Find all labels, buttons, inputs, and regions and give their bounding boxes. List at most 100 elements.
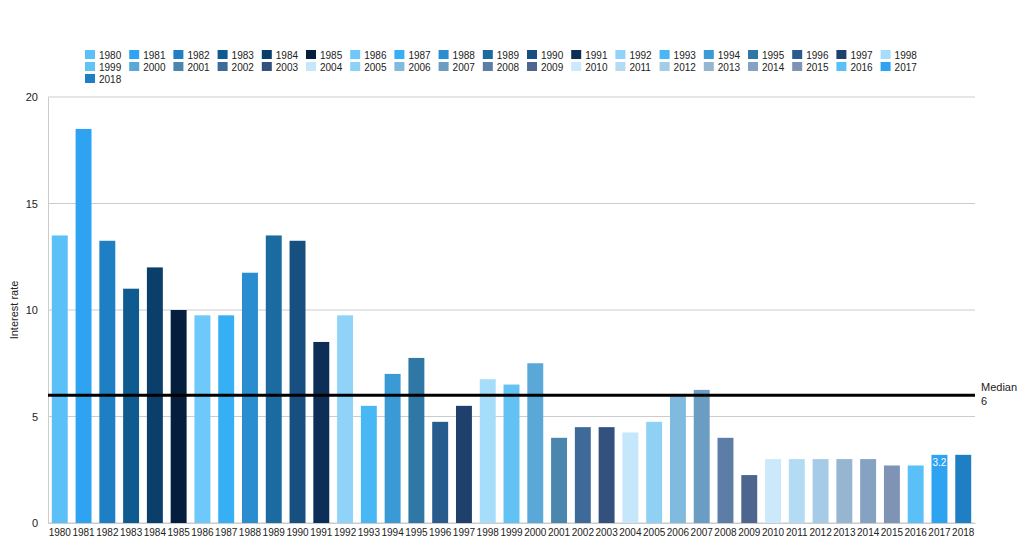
legend-item: 1981 <box>129 50 166 61</box>
legend-swatch <box>173 50 183 59</box>
x-tick: 2011 <box>786 523 808 538</box>
legend-item: 2002 <box>218 62 255 73</box>
bar <box>171 310 187 523</box>
x-tick: 1982 <box>96 523 119 538</box>
legend-swatch <box>615 62 625 71</box>
legend-label: 1988 <box>453 50 476 61</box>
legend-item: 2004 <box>306 62 343 73</box>
x-tick: 1999 <box>500 523 523 538</box>
x-tick: 1983 <box>120 523 143 538</box>
y-tick: 5 <box>32 411 48 423</box>
legend-item: 1982 <box>173 50 210 61</box>
legend-label: 1984 <box>276 50 299 61</box>
x-tick: 2017 <box>928 523 951 538</box>
grid-line <box>48 203 975 204</box>
legend-swatch <box>704 50 714 59</box>
bar <box>218 315 234 523</box>
x-tick: 1997 <box>453 523 476 538</box>
bar <box>313 342 329 523</box>
bar <box>242 273 258 523</box>
x-tick: 2014 <box>857 523 880 538</box>
x-tick-label: 2011 <box>786 527 808 538</box>
x-tick-label: 1984 <box>144 527 167 538</box>
bar <box>575 427 591 523</box>
legend-swatch <box>218 50 228 59</box>
legend-item: 1996 <box>792 50 829 61</box>
bar <box>646 422 662 523</box>
x-tick: 1984 <box>144 523 167 538</box>
legend-swatch <box>792 62 802 71</box>
legend-swatch <box>527 62 537 71</box>
bar <box>76 129 92 523</box>
legend-label: 2009 <box>541 62 564 73</box>
x-tick-label: 2001 <box>548 527 571 538</box>
median-line <box>48 394 975 397</box>
legend-swatch <box>350 50 360 59</box>
x-tick: 2016 <box>905 523 928 538</box>
y-tick: 15 <box>26 198 48 210</box>
y-axis: 05101520 <box>26 91 49 529</box>
legend-swatch <box>660 62 670 71</box>
legend-swatch <box>792 50 802 59</box>
bar <box>599 427 615 523</box>
bar <box>266 235 282 523</box>
x-tick-label: 1997 <box>453 527 476 538</box>
x-tick: 1996 <box>429 523 452 538</box>
x-tick-label: 1989 <box>263 527 286 538</box>
legend-label: 2010 <box>585 62 608 73</box>
x-tick-label: 2002 <box>572 527 595 538</box>
x-tick: 1995 <box>405 523 428 538</box>
x-tick-label: 1987 <box>215 527 238 538</box>
legend-swatch <box>836 62 846 71</box>
x-tick-label: 1996 <box>429 527 452 538</box>
bar <box>99 241 115 523</box>
y-tick: 0 <box>32 517 48 529</box>
legend-item: 2010 <box>571 62 608 73</box>
legend-swatch <box>571 62 581 71</box>
x-tick-label: 2015 <box>881 527 904 538</box>
data-labels: 3.2 <box>933 457 947 468</box>
grid-line <box>48 97 975 98</box>
legend-swatch <box>262 62 272 71</box>
legend-label: 1999 <box>99 62 122 73</box>
bar <box>527 363 543 523</box>
legend-item: 1997 <box>836 50 873 61</box>
legend-item: 1986 <box>350 50 387 61</box>
legend-item: 1989 <box>483 50 520 61</box>
x-tick: 2007 <box>691 523 714 538</box>
x-tick: 1994 <box>381 523 404 538</box>
bar <box>551 438 567 523</box>
legend-item: 2001 <box>173 62 210 73</box>
legend-label: 1998 <box>895 50 918 61</box>
bar <box>836 459 852 523</box>
legend-swatch <box>394 50 404 59</box>
legend-item: 1992 <box>615 50 652 61</box>
legend-label: 2013 <box>718 62 741 73</box>
legend-label: 1992 <box>629 50 652 61</box>
x-tick: 2008 <box>714 523 737 538</box>
legend-swatch <box>85 62 95 71</box>
x-tick: 2002 <box>572 523 595 538</box>
legend-item: 2009 <box>527 62 564 73</box>
x-tick: 1988 <box>239 523 262 538</box>
x-tick-label: 2009 <box>738 527 761 538</box>
x-tick: 2018 <box>952 523 975 538</box>
bar <box>123 289 139 523</box>
x-tick: 2006 <box>667 523 690 538</box>
legend-item: 2012 <box>660 62 697 73</box>
legend-item: 2011 <box>615 62 651 73</box>
bar <box>361 406 377 523</box>
x-tick: 1986 <box>191 523 214 538</box>
x-tick-label: 2017 <box>928 527 951 538</box>
legend-item: 2003 <box>262 62 299 73</box>
bar <box>622 432 638 523</box>
legend-item: 2013 <box>704 62 741 73</box>
legend-swatch <box>439 62 449 71</box>
legend-label: 1987 <box>408 50 431 61</box>
legend-label: 1989 <box>497 50 520 61</box>
legend-swatch <box>483 62 493 71</box>
x-tick: 1980 <box>49 523 72 538</box>
legend-swatch <box>527 50 537 59</box>
legend-swatch <box>306 62 316 71</box>
legend-label: 2008 <box>497 62 520 73</box>
